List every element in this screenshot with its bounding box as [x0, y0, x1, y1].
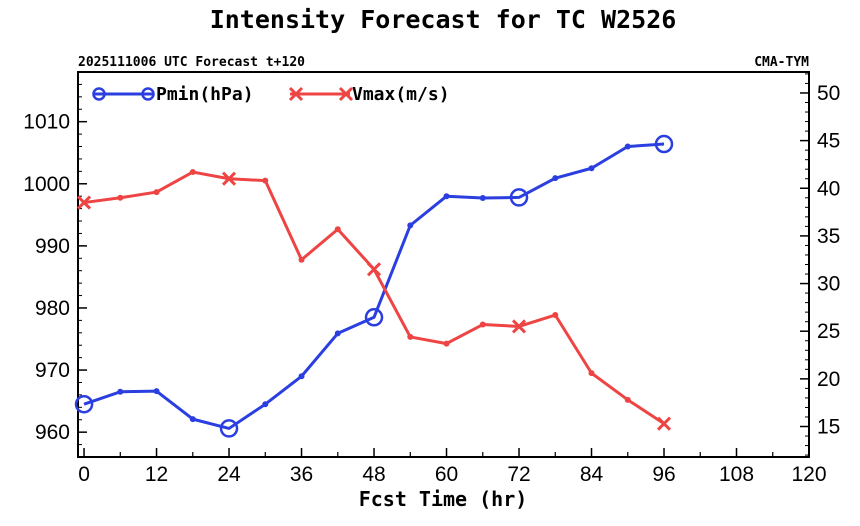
pmin-point: [588, 165, 595, 172]
y-right-tick-label: 20: [817, 368, 840, 391]
vmax-point: [588, 370, 595, 377]
legend-pmin-marker-right: [141, 87, 155, 101]
vmax-point-marker: [656, 416, 672, 431]
y-left-tick-label: 990: [35, 235, 70, 258]
vmax-point-marker: [221, 171, 237, 186]
plot-frame: [77, 71, 810, 458]
x-tick-label: 84: [580, 463, 604, 486]
pmin-point-marker: [74, 394, 94, 414]
y-right-tick-label: 25: [817, 320, 840, 343]
x-tick-label: 108: [719, 463, 754, 486]
vmax-point: [479, 321, 486, 328]
x-tick-label: 24: [217, 463, 241, 486]
y-left-tick-label: 960: [35, 421, 70, 444]
y-left-tick-label: 1000: [23, 173, 70, 196]
x-axis-label: Fcst Time (hr): [359, 487, 528, 511]
legend-pmin-marker-left: [92, 87, 106, 101]
vmax-series-line: [83, 170, 665, 425]
vmax-point: [262, 177, 269, 184]
x-tick-label: 12: [145, 463, 168, 486]
vmax-point-marker: [366, 262, 382, 277]
pmin-point: [479, 195, 486, 202]
vmax-point: [117, 194, 124, 201]
vmax-point: [334, 226, 341, 233]
y-left-tick-label: 1010: [23, 111, 70, 134]
pmin-series-line: [83, 142, 665, 430]
vmax-point-marker: [511, 319, 527, 334]
legend-vmax-marker-left: [288, 86, 304, 102]
legend-pmin-label: Pmin(hPa): [156, 84, 254, 105]
x-tick-label: 36: [290, 463, 313, 486]
pmin-point: [117, 388, 124, 395]
vmax-point: [298, 256, 305, 263]
legend-vmax-label: Vmax(m/s): [352, 84, 450, 105]
x-tick-label: 0: [78, 463, 90, 486]
chart-subtitle-left: 2025111006 UTC Forecast t+120: [78, 55, 305, 70]
pmin-point-marker: [219, 419, 239, 438]
vmax-point: [153, 189, 160, 196]
y-right-tick-label: 45: [817, 130, 840, 153]
pmin-point: [334, 330, 341, 337]
pmin-point: [262, 401, 269, 408]
pmin-point: [298, 373, 305, 380]
vmax-point: [624, 396, 631, 403]
pmin-point-marker: [654, 134, 674, 154]
vmax-point-marker: [76, 195, 92, 210]
legend-vmax-marker-right: [338, 86, 354, 102]
vmax-point: [407, 333, 414, 340]
pmin-point: [407, 222, 414, 229]
pmin-point: [624, 143, 631, 150]
y-right-tick-label: 15: [817, 416, 840, 439]
chart-title: Intensity Forecast for TC W2526: [210, 5, 677, 34]
x-tick-label: 120: [791, 463, 826, 486]
y-right-tick-label: 50: [817, 82, 840, 105]
axes: 0 12 24 36 48 60 72 84 96 108 120 960 970 980 990 1000 1…: [23, 73, 840, 486]
x-tick-label: 96: [652, 463, 675, 486]
vmax-point: [189, 169, 196, 176]
vmax-point: [443, 340, 450, 347]
legend: Pmin(hPa) Vmax(m/s): [92, 84, 450, 105]
y-right-tick-label: 35: [817, 225, 840, 248]
series-layer: [74, 134, 674, 438]
y-right-tick-label: 40: [817, 177, 840, 200]
x-tick-label: 60: [435, 463, 458, 486]
pmin-point-marker: [364, 308, 384, 327]
y-right-tick-label: 30: [817, 273, 840, 296]
y-left-tick-label: 970: [35, 359, 70, 382]
y-left-tick-label: 980: [35, 297, 70, 320]
pmin-point: [189, 416, 196, 423]
pmin-point: [443, 193, 450, 200]
x-tick-label: 48: [362, 463, 385, 486]
vmax-point: [552, 312, 559, 319]
chart-subtitle-right: CMA-TYM: [754, 55, 809, 70]
x-tick-label: 72: [507, 463, 530, 486]
pmin-point: [552, 175, 559, 182]
pmin-point-marker: [509, 188, 529, 207]
pmin-point: [153, 388, 160, 395]
